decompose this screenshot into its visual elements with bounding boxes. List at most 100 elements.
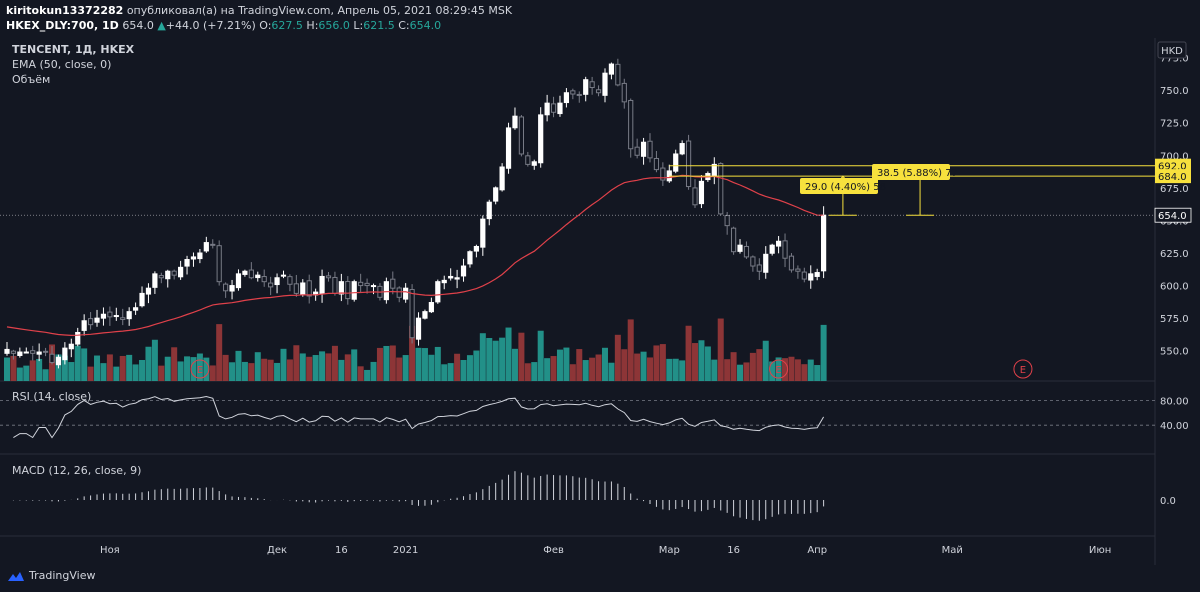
candle-body bbox=[171, 270, 177, 276]
candle-body bbox=[165, 270, 171, 280]
candle-body bbox=[801, 271, 807, 280]
brand[interactable]: TradingView bbox=[7, 569, 95, 582]
time-axis[interactable]: ОктНояДек162021ФевМар16АпрМайИюн bbox=[0, 545, 1111, 556]
candle-body bbox=[235, 273, 242, 289]
volume-bar bbox=[749, 352, 756, 381]
change-arrow-icon: ▲ bbox=[157, 19, 166, 32]
volume-bar bbox=[647, 357, 653, 381]
volume-bar bbox=[10, 355, 17, 381]
volume-bar bbox=[364, 369, 371, 381]
candle-body bbox=[203, 242, 209, 252]
candle-body bbox=[62, 347, 68, 361]
legend-rsi[interactable]: RSI (14, close) bbox=[12, 390, 91, 403]
candle-body bbox=[512, 115, 518, 129]
volume-bar bbox=[428, 354, 435, 381]
volume-bar bbox=[254, 352, 261, 381]
earnings-marker-label: E bbox=[197, 365, 203, 376]
volume-bar bbox=[621, 349, 628, 381]
high-label: H: bbox=[306, 19, 319, 32]
volume-bar bbox=[762, 340, 769, 381]
measure-tools[interactable]: 29.0 (4.40%) 58 38.5 (5.88%) 77 bbox=[800, 164, 958, 216]
volume-bar bbox=[113, 366, 120, 381]
candle-body bbox=[242, 270, 248, 275]
volume-bar bbox=[640, 351, 647, 381]
volume-bar bbox=[434, 346, 441, 381]
candle-body bbox=[415, 317, 422, 340]
volume-bar bbox=[466, 355, 473, 381]
candle-body bbox=[634, 146, 640, 156]
volume-bar bbox=[376, 347, 383, 381]
volume-bar bbox=[261, 358, 268, 381]
chart-background bbox=[0, 38, 1200, 565]
volume-bar bbox=[42, 369, 49, 381]
volume-bar bbox=[235, 350, 242, 381]
volume-bar bbox=[711, 359, 718, 381]
volume-bar bbox=[807, 359, 814, 381]
earnings-marker[interactable] bbox=[1013, 359, 1033, 379]
price-tick-label: 600.0 bbox=[1160, 282, 1189, 293]
candle-body bbox=[403, 287, 409, 300]
symbol-label[interactable]: HKEX_DLY:700, 1D bbox=[6, 19, 119, 32]
candle-body bbox=[280, 274, 287, 277]
candle-body bbox=[229, 285, 235, 292]
candle-body bbox=[36, 351, 42, 355]
volume-bar bbox=[312, 355, 319, 381]
legend-volume[interactable]: Объём bbox=[12, 73, 50, 86]
candle-body bbox=[210, 243, 216, 246]
volume-bar bbox=[402, 355, 409, 381]
candle-body bbox=[563, 92, 570, 104]
volume-bar bbox=[737, 364, 744, 381]
chart-header: kiritokun13372282 опубликовал(а) на Trad… bbox=[0, 0, 1200, 38]
earnings-marker[interactable] bbox=[769, 359, 789, 379]
candle-body bbox=[338, 281, 344, 295]
candle-body bbox=[660, 167, 666, 181]
volume-bar bbox=[672, 358, 679, 381]
measure-label: 29.0 (4.40%) 58 bbox=[805, 182, 886, 193]
volume-bar bbox=[383, 345, 390, 381]
volume-bar bbox=[280, 348, 287, 381]
volume-bar bbox=[222, 354, 229, 381]
time-tick-label: Май bbox=[942, 545, 963, 556]
candle-body bbox=[795, 268, 801, 272]
volume-bar bbox=[704, 346, 711, 381]
candle-body bbox=[358, 281, 364, 287]
volume-bar bbox=[415, 347, 422, 381]
legend-ema[interactable]: EMA (50, close, 0) bbox=[12, 58, 111, 71]
price-tick-label: 700.0 bbox=[1160, 151, 1189, 162]
candle-body bbox=[505, 127, 512, 169]
legend-title[interactable]: TENCENT, 1Д, HKEX bbox=[12, 43, 135, 56]
volume-bar bbox=[151, 339, 158, 381]
earnings-marker-label: E bbox=[775, 365, 781, 376]
candle-body bbox=[769, 244, 775, 254]
volume-bar bbox=[100, 363, 107, 381]
footer: TradingView bbox=[0, 565, 1200, 592]
volume-bar bbox=[659, 344, 666, 381]
candle-body bbox=[595, 89, 602, 94]
legend-macd[interactable]: MACD (12, 26, close, 9) bbox=[12, 464, 141, 477]
volume-bar bbox=[190, 357, 197, 381]
volume-bar bbox=[389, 345, 396, 381]
candle-body bbox=[782, 240, 788, 259]
author-name[interactable]: kiritokun13372282 bbox=[6, 4, 124, 17]
candle-body bbox=[100, 313, 107, 319]
currency-badge[interactable]: HKD bbox=[1157, 41, 1187, 59]
candle-body bbox=[550, 103, 557, 113]
candle-body bbox=[576, 93, 582, 96]
volume-bar bbox=[119, 355, 126, 381]
volume-bar bbox=[717, 318, 724, 381]
time-tick-label: 16 bbox=[727, 545, 740, 556]
volume-bar bbox=[441, 364, 448, 381]
price-tick-label: 775.0 bbox=[1160, 54, 1189, 65]
price-tick-label: 550.0 bbox=[1160, 347, 1189, 358]
volume-bar bbox=[293, 345, 300, 381]
candle-body bbox=[10, 350, 17, 354]
volume-bar bbox=[16, 367, 23, 381]
low-value: 621.5 bbox=[363, 19, 395, 32]
volume-bar bbox=[666, 358, 673, 381]
time-tick-label: 2021 bbox=[393, 545, 418, 556]
candle-body bbox=[821, 214, 827, 272]
volume-bar bbox=[556, 349, 563, 381]
earnings-marker[interactable] bbox=[190, 359, 210, 379]
candlestick-chart[interactable]: 775.0750.0725.0700.0675.0650.0625.0600.0… bbox=[0, 38, 1200, 565]
